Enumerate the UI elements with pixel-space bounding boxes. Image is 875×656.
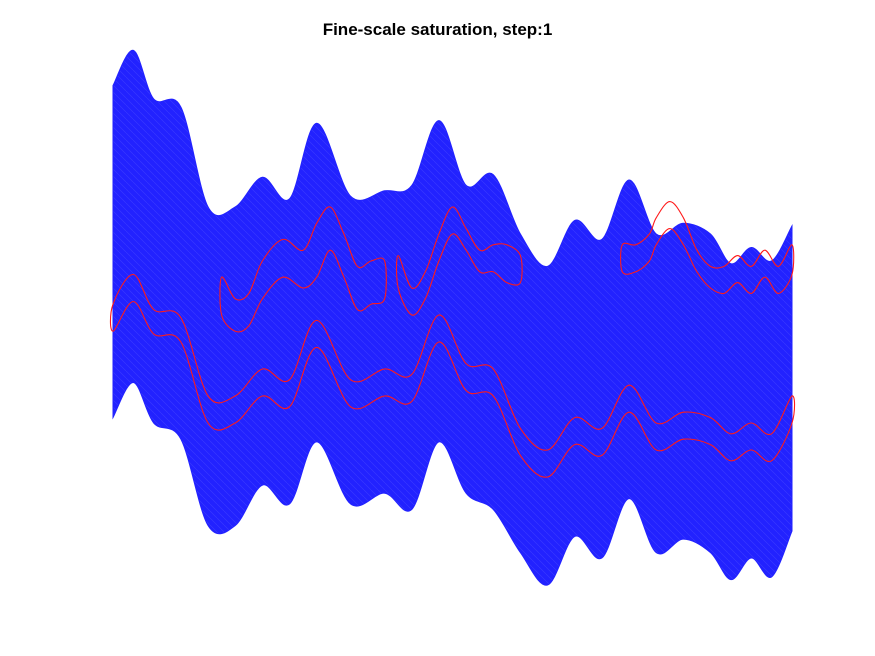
reservoir-domain: [112, 49, 793, 586]
saturation-contour-3: [395, 206, 523, 316]
saturation-contour-1: [109, 273, 796, 478]
saturation-fronts: [109, 201, 796, 478]
domain-layer: [112, 49, 793, 586]
chart-title: Fine-scale saturation, step:1: [322, 20, 553, 39]
saturation-contour-4: [620, 201, 795, 295]
saturation-contour-2: [219, 206, 387, 333]
